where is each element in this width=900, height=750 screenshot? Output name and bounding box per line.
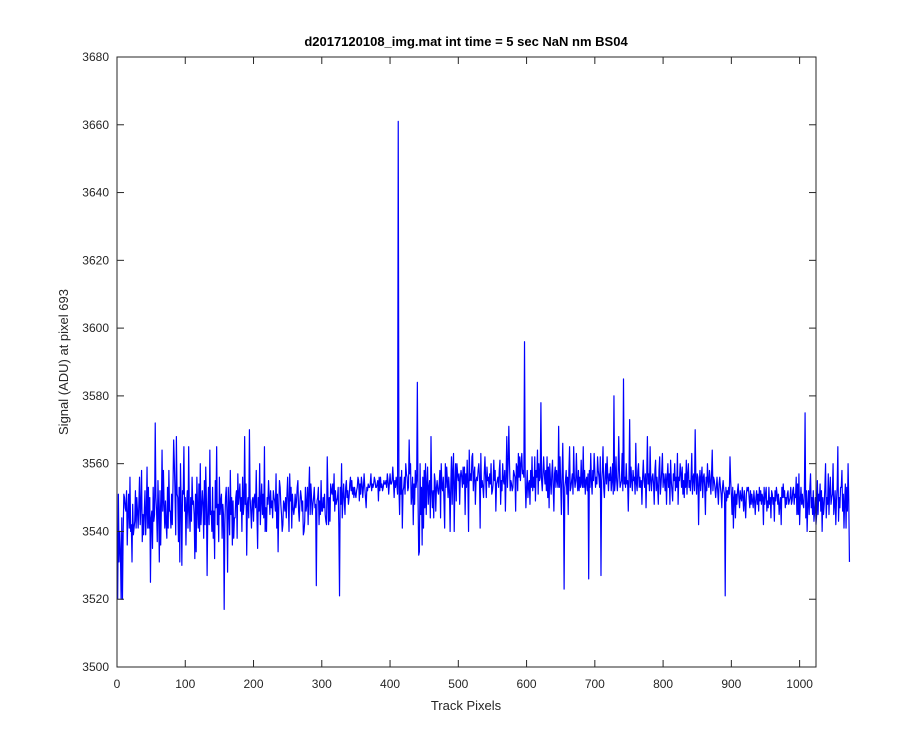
axes-box	[116, 56, 817, 668]
x-tick-label: 300	[312, 677, 332, 691]
x-tick-label: 700	[585, 677, 605, 691]
chart-title: d2017120108_img.mat int time = 5 sec NaN…	[304, 34, 628, 49]
x-tick-label: 0	[114, 677, 121, 691]
x-tick-label: 900	[721, 677, 741, 691]
y-axis: 3500 3520 3540 3560 3580 3600 3620 3640 3660 3680	[82, 50, 816, 674]
x-tick-label: 100	[175, 677, 195, 691]
y-tick-label: 3640	[82, 186, 109, 200]
x-axis-label: Track Pixels	[431, 698, 502, 713]
y-tick-label: 3540	[82, 524, 109, 538]
y-tick-label: 3560	[82, 457, 109, 471]
y-tick-label: 3580	[82, 389, 109, 403]
plot-area	[117, 57, 816, 667]
y-tick-label: 3600	[82, 321, 109, 335]
y-tick-label: 3680	[82, 50, 109, 64]
series-layer	[117, 120, 851, 610]
y-axis-label: Signal (ADU) at pixel 693	[56, 289, 71, 435]
x-tick-label: 800	[653, 677, 673, 691]
series-line	[117, 120, 851, 610]
x-axis: 0 100 200 300 400 500 600 700 800 900 1000	[114, 57, 813, 691]
x-tick-label: 500	[448, 677, 468, 691]
x-tick-label: 600	[517, 677, 537, 691]
y-tick-label: 3520	[82, 592, 109, 606]
y-tick-label: 3620	[82, 253, 109, 267]
y-tick-label: 3660	[82, 118, 109, 132]
y-tick-label: 3500	[82, 660, 109, 674]
x-tick-label: 200	[244, 677, 264, 691]
x-tick-label: 1000	[786, 677, 813, 691]
x-tick-label: 400	[380, 677, 400, 691]
